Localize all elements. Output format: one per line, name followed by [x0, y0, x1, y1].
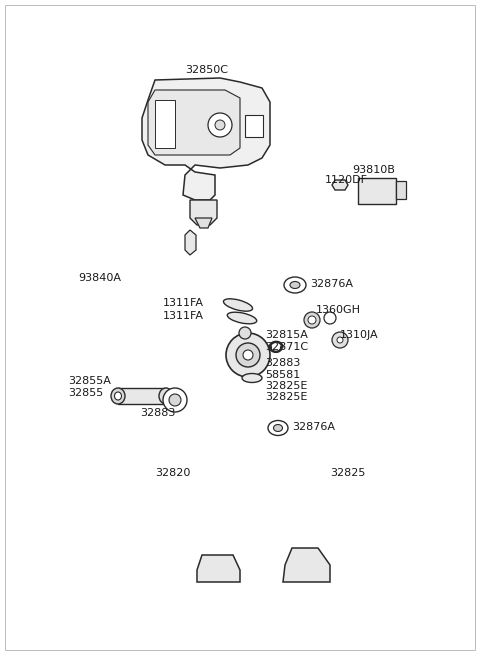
Circle shape [215, 120, 225, 130]
Text: 58581: 58581 [265, 370, 300, 380]
Ellipse shape [224, 299, 252, 311]
Polygon shape [195, 218, 212, 228]
Text: 1311FA: 1311FA [163, 298, 204, 308]
Bar [245, 115, 263, 137]
Text: 32876A: 32876A [310, 279, 353, 289]
Polygon shape [148, 90, 240, 155]
Text: 32825E: 32825E [265, 392, 307, 402]
Text: 1311FA: 1311FA [163, 311, 204, 321]
Text: 32871C: 32871C [265, 342, 308, 352]
Text: 1360GH: 1360GH [316, 305, 361, 315]
Circle shape [304, 312, 320, 328]
Text: 32825: 32825 [330, 468, 365, 478]
Circle shape [239, 327, 251, 339]
Polygon shape [283, 548, 330, 582]
Polygon shape [197, 555, 240, 582]
Circle shape [208, 113, 232, 137]
Polygon shape [208, 225, 240, 335]
Text: 32825E: 32825E [265, 381, 307, 391]
Ellipse shape [290, 282, 300, 288]
Text: 32815A: 32815A [265, 330, 308, 340]
Circle shape [163, 388, 187, 412]
Ellipse shape [115, 392, 121, 400]
Circle shape [324, 312, 336, 324]
Circle shape [236, 343, 260, 367]
Circle shape [243, 350, 253, 360]
Polygon shape [142, 78, 270, 200]
Text: 32883: 32883 [140, 408, 175, 418]
Ellipse shape [284, 277, 306, 293]
Text: 32850C: 32850C [185, 65, 228, 75]
Polygon shape [262, 355, 312, 548]
Ellipse shape [268, 421, 288, 436]
Polygon shape [202, 355, 254, 565]
Circle shape [308, 316, 316, 324]
Text: 32855: 32855 [68, 388, 103, 398]
Circle shape [169, 394, 181, 406]
Ellipse shape [159, 388, 173, 404]
Ellipse shape [111, 388, 125, 404]
Text: 32883: 32883 [265, 358, 300, 368]
Polygon shape [190, 200, 217, 225]
Text: 1120DF: 1120DF [325, 175, 368, 185]
Text: 32820: 32820 [155, 468, 191, 478]
Circle shape [332, 332, 348, 348]
Text: 1310JA: 1310JA [340, 330, 379, 340]
Text: 93840A: 93840A [78, 273, 121, 283]
Polygon shape [185, 230, 196, 255]
Ellipse shape [242, 373, 262, 383]
Text: 32855A: 32855A [68, 376, 111, 386]
Ellipse shape [228, 312, 257, 324]
Bar [118, 388, 166, 404]
Circle shape [226, 333, 270, 377]
Bar [396, 181, 406, 199]
Ellipse shape [274, 424, 283, 432]
Text: 32876A: 32876A [292, 422, 335, 432]
Text: 93810B: 93810B [352, 165, 395, 175]
Circle shape [337, 337, 343, 343]
Polygon shape [332, 180, 348, 190]
Polygon shape [155, 100, 175, 148]
Bar [358, 178, 396, 204]
